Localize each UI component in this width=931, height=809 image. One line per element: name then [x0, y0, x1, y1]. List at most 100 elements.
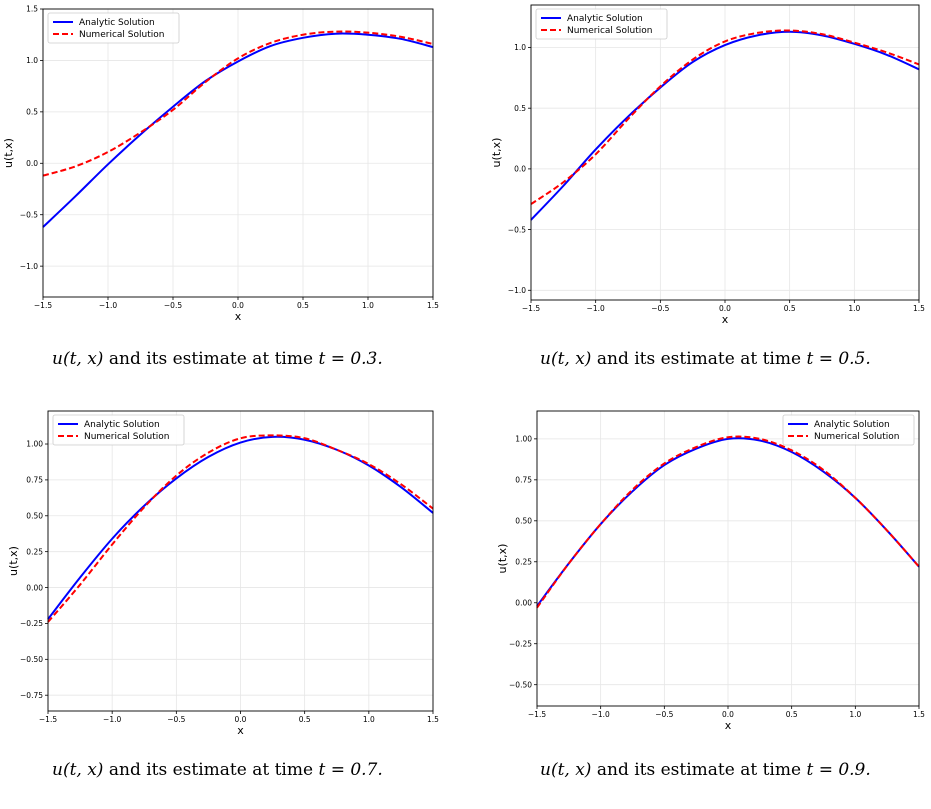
- x-tick-label: 0.5: [786, 710, 798, 719]
- y-tick-label: −1.0: [20, 262, 38, 271]
- y-tick-label: −0.75: [20, 691, 43, 700]
- analytic-solution-line: [47, 435, 434, 620]
- legend-label: Numerical Solution: [814, 432, 899, 442]
- legend: Analytic Solution Numerical Solution: [782, 414, 915, 446]
- y-tick-label: 1.5: [26, 5, 38, 14]
- y-tick-label: −0.25: [509, 639, 532, 648]
- x-tick-label: −1.0: [99, 301, 117, 310]
- legend: Analytic Solution Numerical Solution: [47, 12, 180, 44]
- y-tick-label: −0.5: [20, 210, 38, 219]
- caption-text: and its estimate at time: [591, 349, 807, 369]
- legend: Analytic Solution Numerical Solution: [535, 8, 668, 40]
- plot-frame: [47, 410, 434, 712]
- y-tick-label: 0.0: [514, 165, 526, 174]
- x-tick-label: 0.0: [235, 715, 247, 724]
- x-tick-label: 1.0: [362, 301, 374, 310]
- y-tick-label: 1.00: [26, 440, 43, 449]
- caption-time: t = 0.9.: [806, 760, 871, 780]
- caption-text: and its estimate at time: [103, 760, 319, 780]
- x-tick-label: −0.5: [164, 301, 182, 310]
- x-tick-label: 1.0: [849, 710, 861, 719]
- y-tick-label: −1.0: [508, 286, 526, 295]
- x-tick-label: −1.5: [39, 715, 57, 724]
- x-tick-label: −1.0: [587, 304, 605, 313]
- x-tick-label: −1.5: [522, 304, 540, 313]
- y-tick-label: 0.75: [515, 476, 532, 485]
- analytic-solution-line: [42, 32, 434, 228]
- y-axis-label: u(t,x): [7, 546, 20, 576]
- y-axis-label: u(t,x): [496, 544, 509, 574]
- caption-function: u(t, x): [540, 760, 592, 780]
- legend-box: [782, 414, 915, 446]
- y-tick-label: −0.5: [508, 225, 526, 234]
- numerical-solution-line: [42, 30, 434, 177]
- plot-frame: [536, 410, 920, 707]
- plot-frame: [42, 8, 434, 298]
- x-axis-label: x: [235, 310, 242, 323]
- caption-function: u(t, x): [540, 349, 592, 369]
- caption-time: t = 0.5.: [806, 349, 871, 369]
- caption-text: and its estimate at time: [103, 349, 319, 369]
- y-tick-label: 1.0: [514, 43, 526, 52]
- y-tick-label: −0.50: [509, 680, 532, 689]
- x-tick-label: 0.0: [722, 710, 734, 719]
- y-tick-label: 0.75: [26, 476, 43, 485]
- caption-function: u(t, x): [52, 349, 104, 369]
- grid: [47, 411, 434, 711]
- y-tick-label: 0.50: [26, 511, 43, 520]
- x-tick-label: 1.0: [363, 715, 375, 724]
- x-tick-label: 0.5: [297, 301, 309, 310]
- numerical-solution-line: [530, 29, 920, 205]
- figure-caption-t05: u(t, x) and its estimate at time t = 0.5…: [540, 349, 871, 369]
- figure-caption-t03: u(t, x) and its estimate at time t = 0.3…: [52, 349, 383, 369]
- x-tick-label: 1.5: [913, 304, 925, 313]
- caption-time: t = 0.7.: [318, 760, 383, 780]
- y-tick-label: 0.00: [26, 583, 43, 592]
- legend-label: Numerical Solution: [84, 432, 169, 442]
- x-tick-label: −0.5: [167, 715, 185, 724]
- legend-box: [535, 8, 668, 40]
- numerical-solution-line: [47, 434, 434, 623]
- legend-label: Analytic Solution: [84, 420, 160, 430]
- legend: Analytic Solution Numerical Solution: [52, 414, 185, 446]
- y-tick-label: 0.25: [26, 547, 43, 556]
- y-tick-label: 1.0: [26, 56, 38, 65]
- x-tick-label: −0.5: [651, 304, 669, 313]
- y-tick-label: −0.50: [20, 655, 43, 664]
- grid: [536, 411, 920, 706]
- x-axis-label: x: [237, 724, 244, 737]
- x-tick-label: 1.5: [427, 301, 439, 310]
- numerical-solution-line: [536, 435, 920, 609]
- x-tick-label: 0.0: [719, 304, 731, 313]
- figure-caption-t07: u(t, x) and its estimate at time t = 0.7…: [52, 760, 383, 780]
- legend-label: Numerical Solution: [79, 30, 164, 40]
- y-tick-label: 1.00: [515, 435, 532, 444]
- y-tick-label: 0.50: [515, 517, 532, 526]
- x-axis-label: x: [722, 313, 729, 326]
- x-tick-label: −1.0: [592, 710, 610, 719]
- y-axis-label: u(t,x): [490, 138, 503, 168]
- y-axis-label: u(t,x): [2, 138, 15, 168]
- figure-caption-t09: u(t, x) and its estimate at time t = 0.9…: [540, 760, 871, 780]
- caption-text: and its estimate at time: [591, 760, 807, 780]
- analytic-solution-line: [530, 30, 920, 221]
- legend-box: [52, 414, 185, 446]
- x-tick-label: −0.5: [655, 710, 673, 719]
- legend-label: Analytic Solution: [567, 14, 643, 24]
- legend-label: Numerical Solution: [567, 26, 652, 36]
- y-tick-label: 0.5: [26, 108, 38, 117]
- x-tick-label: −1.5: [34, 301, 52, 310]
- y-tick-label: 0.0: [26, 159, 38, 168]
- caption-function: u(t, x): [52, 760, 104, 780]
- y-tick-label: 0.00: [515, 598, 532, 607]
- x-tick-label: −1.0: [103, 715, 121, 724]
- legend-box: [47, 12, 180, 44]
- legend-label: Analytic Solution: [79, 18, 155, 28]
- caption-time: t = 0.3.: [318, 349, 383, 369]
- plot-frame: [530, 4, 920, 301]
- y-tick-label: −0.25: [20, 619, 43, 628]
